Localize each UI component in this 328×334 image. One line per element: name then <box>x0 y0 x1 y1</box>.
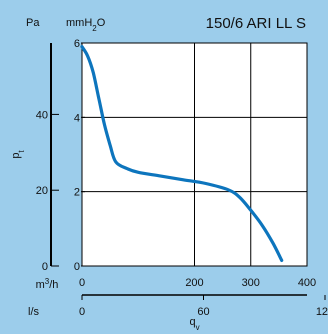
x-tick-label-m3h: 300 <box>242 277 260 289</box>
y-tick-label-pa: 20 <box>36 185 48 197</box>
x-tick-label-ls: 60 <box>197 306 209 318</box>
y-tick-label-mmh2o: 2 <box>74 187 80 199</box>
series-curve <box>80 45 284 262</box>
pressure-unit-right: mmH2O <box>66 17 106 33</box>
pressure-unit-left: Pa <box>26 17 40 29</box>
y-tick-label-mmh2o: 4 <box>74 112 80 124</box>
x-unit-secondary: l/s <box>28 306 40 318</box>
x-tick-label-ls: 120 <box>316 306 328 318</box>
x-tick-label-ls: 0 <box>79 306 85 318</box>
subscript-t: t <box>17 150 26 153</box>
superscript-3: 3 <box>45 277 50 286</box>
y-tick-label-pa: 40 <box>36 109 48 121</box>
axis-labels: 0246020400200300400060120 <box>36 38 328 318</box>
x-tick-label-m3h: 200 <box>185 277 203 289</box>
y-tick-label-mmh2o: 0 <box>74 261 80 273</box>
y-tick-label-mmh2o: 6 <box>74 38 80 50</box>
x-tick-label-m3h: 0 <box>79 277 85 289</box>
subscript-2: 2 <box>92 24 97 33</box>
x-tick-label-m3h: 400 <box>298 277 316 289</box>
chart-title: 150/6 ARI LL S <box>206 15 306 32</box>
grid-lines <box>82 43 307 266</box>
y-tick-label-pa: 0 <box>42 261 48 273</box>
x-axis-label: qv <box>189 316 199 332</box>
x-unit-primary: m3/h <box>36 277 59 292</box>
axes <box>50 42 326 300</box>
y-axis-label: pt <box>10 150 26 159</box>
subscript-v: v <box>196 323 200 332</box>
